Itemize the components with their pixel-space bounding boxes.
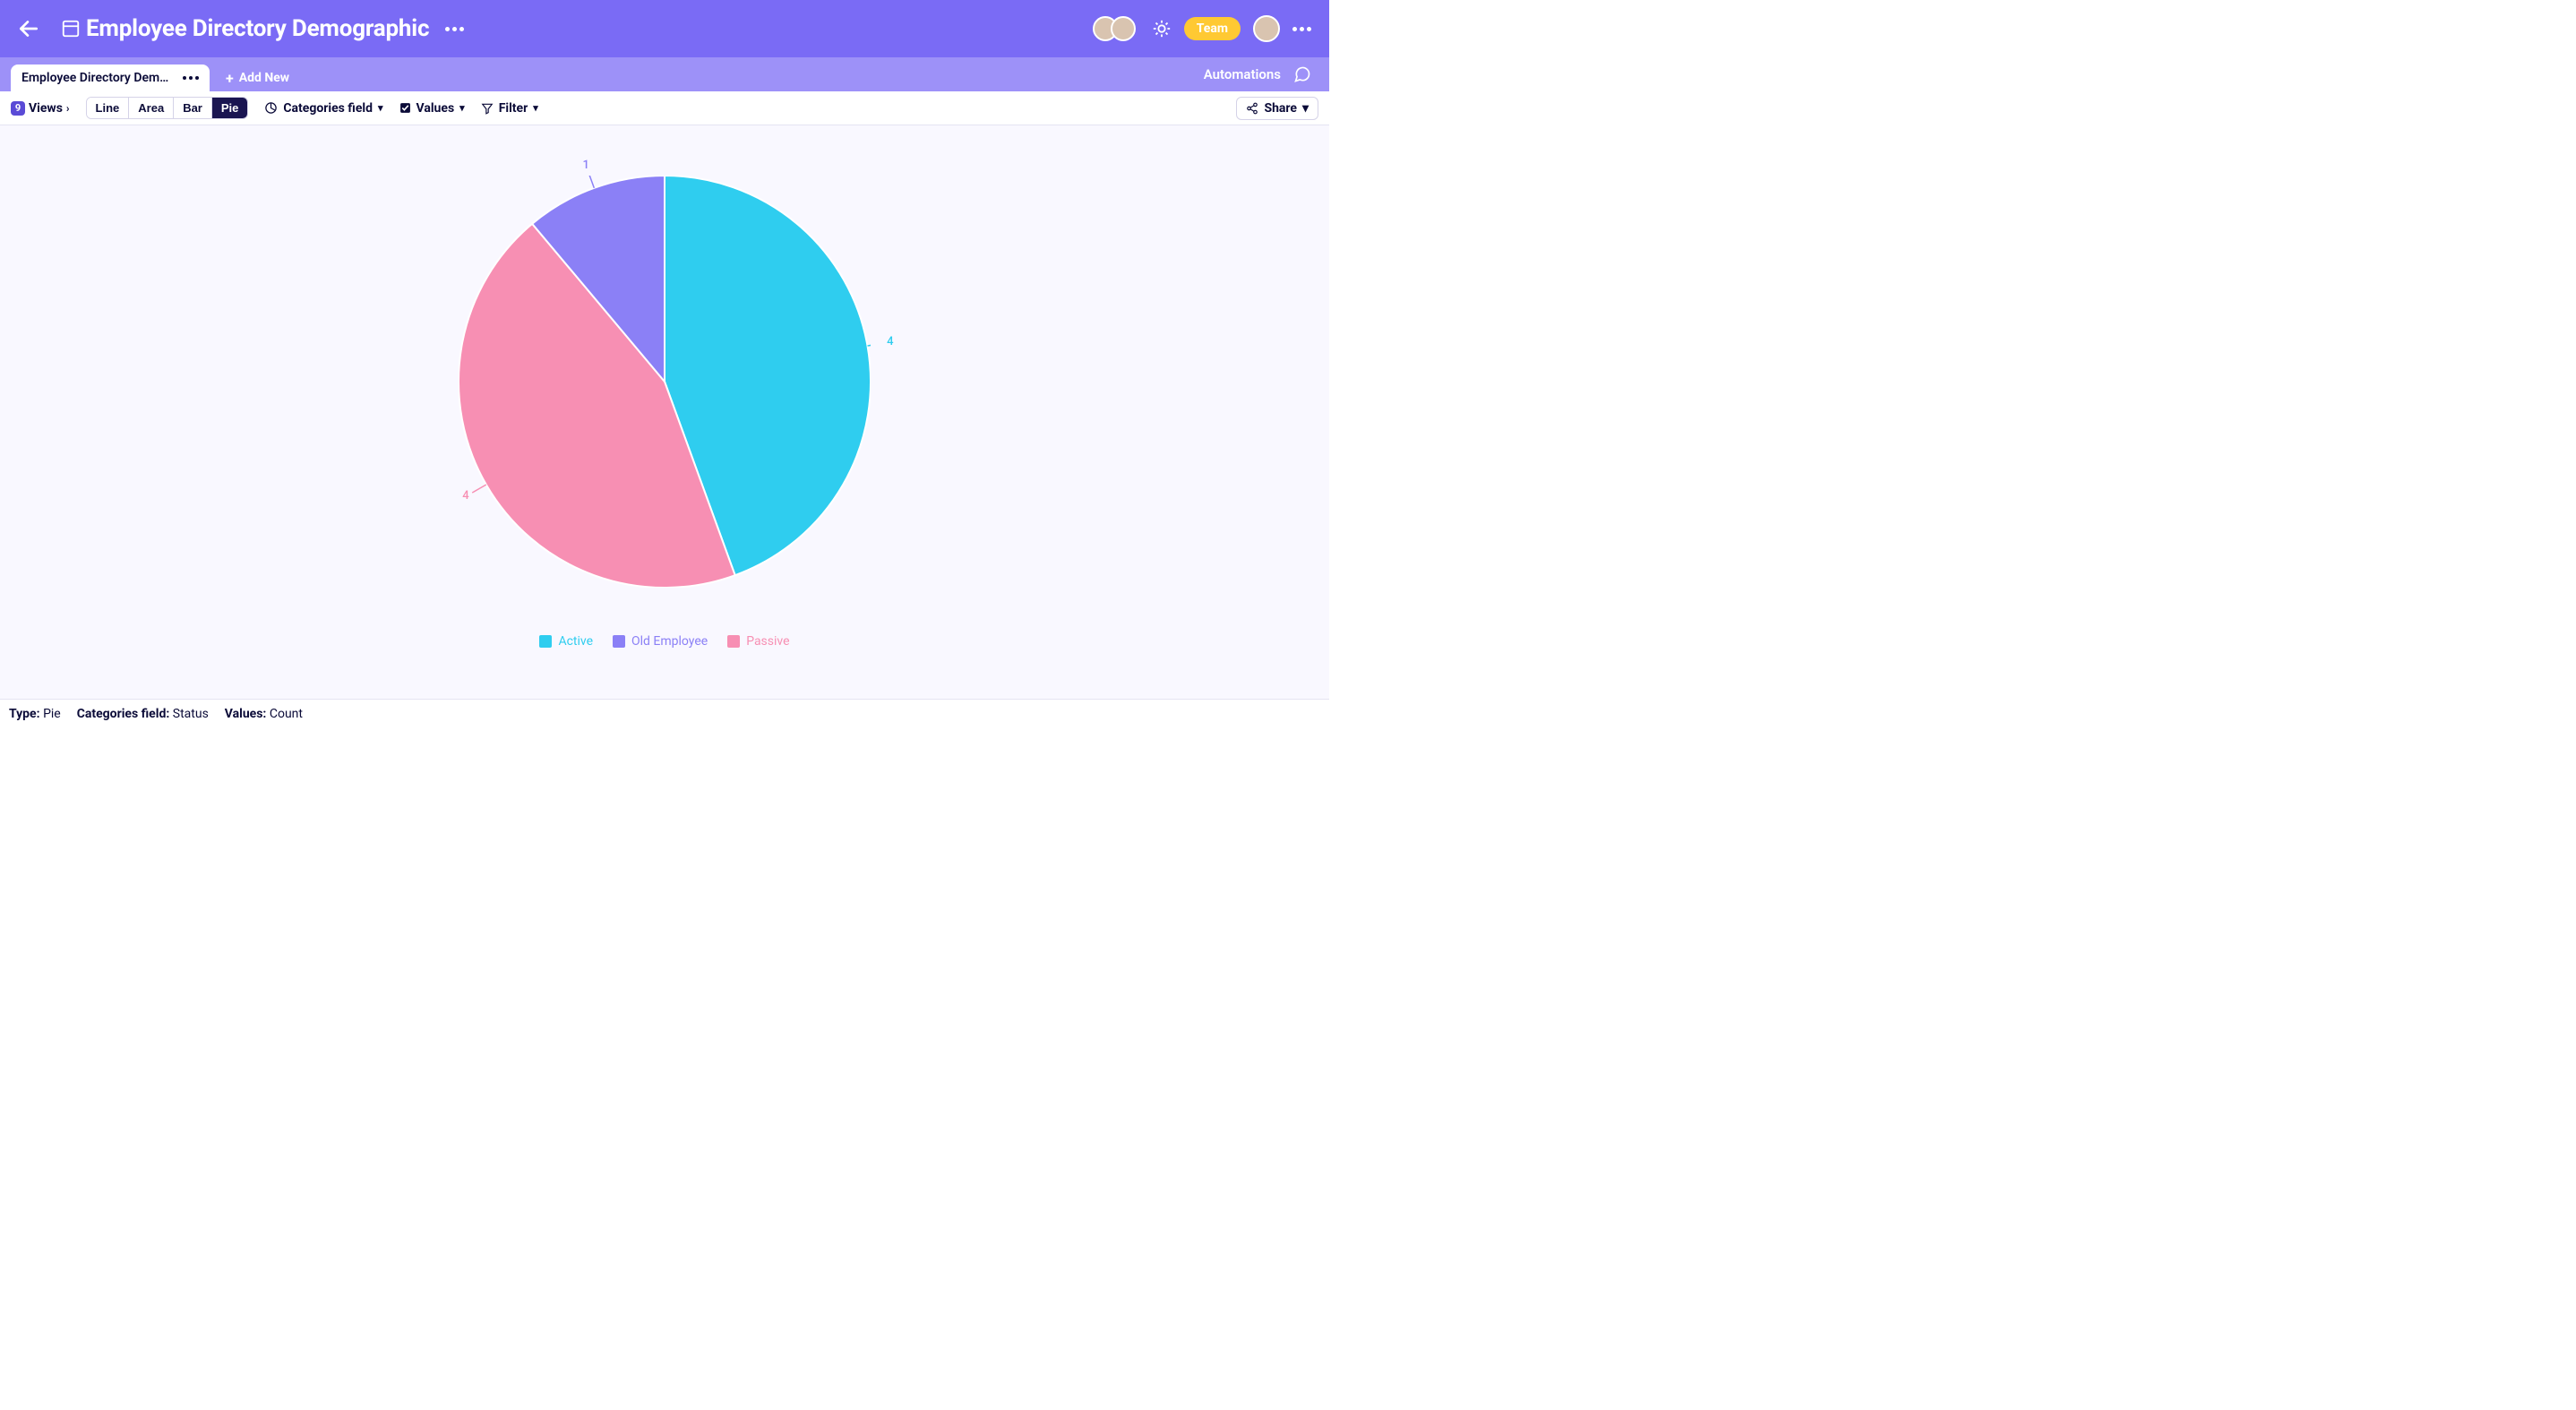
chart-type-line[interactable]: Line [87,98,130,118]
chart-type-area[interactable]: Area [129,98,174,118]
legend-swatch [539,635,552,648]
share-icon [1246,102,1258,115]
theme-toggle-icon[interactable] [1152,19,1172,39]
legend-label: Active [558,634,593,649]
footer-type-label: Type: [9,707,40,721]
avatar[interactable] [1111,16,1136,41]
legend-label: Old Employee [631,634,708,649]
collaborator-avatars[interactable] [1093,16,1136,41]
legend-label: Passive [746,634,789,649]
legend-swatch [613,635,625,648]
categories-label: Categories field [283,101,373,116]
chat-icon[interactable] [1293,65,1311,83]
legend-item-passive[interactable]: Passive [727,634,789,649]
views-label: Views [29,101,63,116]
values-button[interactable]: Values ▾ [399,101,465,116]
automations-button[interactable]: Automations [1204,66,1281,82]
filter-button[interactable]: Filter ▾ [481,101,538,116]
slice-value-label: 4 [462,489,468,503]
status-footer: Type: Pie Categories field: Status Value… [0,699,1329,727]
tab-label: Employee Directory Demo… [21,71,174,85]
legend-item-active[interactable]: Active [539,634,593,649]
share-label: Share [1264,101,1297,116]
tab-menu-icon[interactable] [183,76,199,80]
chevron-right-icon: › [66,102,70,115]
tab-bar: Employee Directory Demo… + Add New Autom… [0,57,1329,91]
add-new-tab-button[interactable]: + Add New [226,64,289,91]
chart-type-bar[interactable]: Bar [174,98,212,118]
pie-icon [264,101,278,115]
footer-values-value: Count [270,707,303,721]
chart-type-segment: Line Area Bar Pie [86,97,249,119]
plus-icon: + [226,70,234,87]
chevron-down-icon: ▾ [459,102,465,114]
chart-area: 441 ActiveOld EmployeePassive [0,125,1329,699]
slice-value-label: 1 [582,159,588,172]
filter-label: Filter [499,101,528,116]
views-button[interactable]: 9 Views › [11,101,70,116]
team-badge[interactable]: Team [1184,17,1241,40]
legend-swatch [727,635,740,648]
chart-toolbar: 9 Views › Line Area Bar Pie Categories f… [0,91,1329,125]
add-new-label: Add New [239,71,289,85]
page-type-icon [61,19,81,39]
slice-value-label: 4 [887,335,893,348]
chevron-down-icon: ▾ [533,102,538,114]
footer-type-value: Pie [43,707,61,721]
categories-field-button[interactable]: Categories field ▾ [264,101,382,116]
values-label: Values [416,101,455,116]
app-header: Employee Directory Demographic Team [0,0,1329,57]
chevron-down-icon: ▾ [378,102,383,114]
current-user-avatar[interactable] [1253,15,1280,42]
views-count: 9 [11,101,25,116]
filter-icon [481,102,494,115]
chart-type-pie[interactable]: Pie [212,98,248,118]
page-title: Employee Directory Demographic [86,15,429,42]
footer-categories-label: Categories field: [77,707,170,721]
back-arrow-icon[interactable] [16,16,41,41]
page-menu-icon[interactable] [445,27,467,31]
footer-categories-value: Status [173,707,209,721]
checkbox-icon [399,102,411,114]
header-more-icon[interactable] [1292,27,1311,31]
chart-legend: Active Old Employee Passive [539,634,789,649]
tab-active[interactable]: Employee Directory Demo… [11,64,210,91]
footer-values-label: Values: [225,707,267,721]
legend-item-old-employee[interactable]: Old Employee [613,634,708,649]
chevron-down-icon: ▾ [1302,101,1309,116]
pie-chart: 441 [459,176,871,588]
share-button[interactable]: Share ▾ [1236,97,1318,120]
